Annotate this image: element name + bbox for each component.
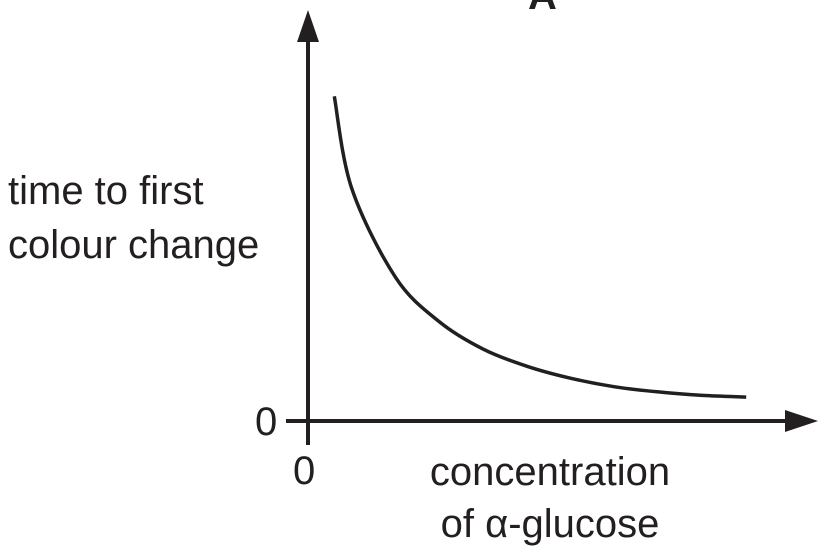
y-axis-label-line-2: colour change xyxy=(8,223,260,267)
y-axis-arrow xyxy=(297,10,319,42)
x-axis-label-line-2: of α-glucose xyxy=(440,502,660,546)
panel-label: A xyxy=(528,0,557,18)
y-axis-label-line-1: time to first xyxy=(8,169,204,213)
x-axis xyxy=(308,410,818,432)
series-line-1 xyxy=(332,95,747,399)
x-axis-arrow xyxy=(785,410,818,432)
y-origin-label: 0 xyxy=(255,400,278,444)
x-axis-label-line-1: concentration xyxy=(429,450,671,494)
y-axis xyxy=(286,10,319,445)
x-origin-label: 0 xyxy=(293,449,316,493)
plot-area xyxy=(332,95,747,399)
